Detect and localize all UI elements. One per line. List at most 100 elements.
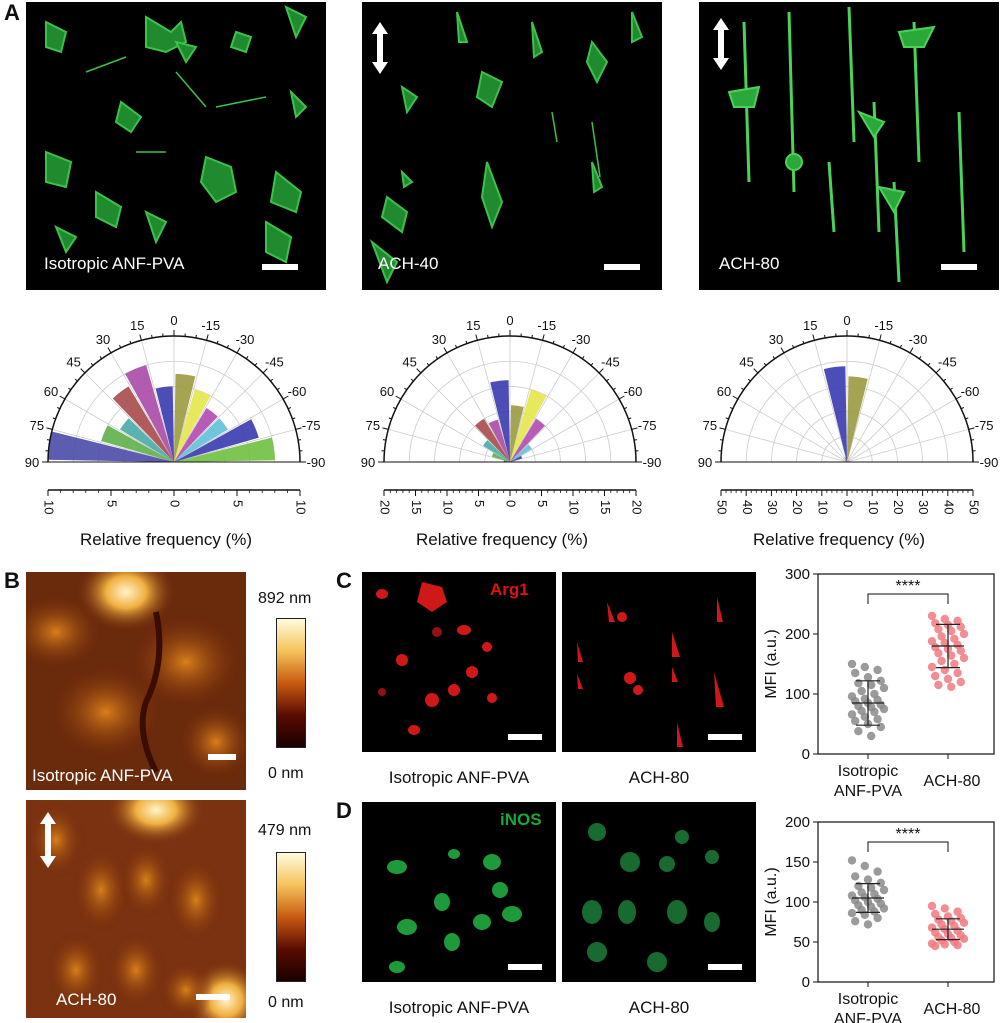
angle-tick: [226, 344, 229, 349]
angle-tick: [927, 362, 931, 366]
image-label: Isotropic ANF-PVA: [44, 254, 185, 273]
angle-tick: [99, 356, 103, 360]
angle-label: -30: [909, 332, 928, 347]
angle-tick: [151, 334, 153, 339]
data-point: [937, 656, 946, 666]
data-point: [854, 727, 863, 736]
data-point: [873, 867, 882, 876]
angle-label: 30: [769, 332, 783, 347]
grid-spoke: [400, 398, 511, 463]
axis-tick-label: 20: [378, 500, 393, 514]
rose-wedge: [174, 407, 218, 462]
angle-tick: [262, 368, 268, 374]
plot-frame: [817, 821, 995, 983]
angle-tick: [270, 378, 274, 382]
rose-wedge: [488, 419, 510, 462]
panel-d-letter: D: [336, 798, 352, 823]
angle-tick: [552, 340, 555, 344]
grid-spoke: [446, 352, 511, 463]
rose-wedge: [474, 418, 510, 462]
angle-tick: [725, 417, 729, 420]
angle-tick: [598, 368, 604, 374]
scale-bar: [196, 994, 230, 1000]
axis-title: Relative frequency (%): [416, 530, 588, 549]
outer-arc: [47, 335, 301, 463]
data-point: [931, 671, 940, 681]
angle-label: 90: [361, 455, 375, 470]
data-point: [931, 941, 940, 951]
axis-tick-label: 20: [630, 500, 645, 514]
data-point: [851, 872, 860, 881]
data-point: [947, 651, 956, 660]
cell-drawing: [369, 11, 644, 285]
data-point: [847, 710, 857, 719]
axis-tick-label: 20: [891, 500, 906, 514]
data-point: [876, 676, 885, 685]
angle-label: -90: [643, 455, 662, 470]
data-point: [867, 731, 876, 741]
angle-label: 15: [130, 318, 144, 333]
angle-tick: [254, 362, 258, 366]
data-point: [927, 662, 937, 672]
angle-tick: [531, 334, 533, 339]
angle-label: -60: [961, 384, 980, 399]
angle-tick: [763, 362, 767, 366]
angle-tick: [899, 344, 902, 349]
data-point: [953, 907, 962, 916]
map-label: ACH-80: [56, 990, 117, 1009]
data-point: [847, 909, 857, 918]
data-point: [863, 920, 873, 929]
x-category-label: Isotropic: [838, 991, 898, 1008]
angle-label: -15: [537, 318, 556, 333]
angle-tick: [388, 417, 392, 420]
data-point: [927, 611, 937, 621]
angle-label: -60: [624, 384, 643, 399]
grid-spoke: [846, 398, 957, 463]
afm-map-ach80: ACH-80: [26, 800, 246, 1018]
data-point: [851, 668, 860, 678]
angle-tick: [475, 334, 478, 341]
axis-tick-label: 5: [231, 500, 246, 507]
angle-label: 45: [66, 355, 80, 370]
grid-spoke: [846, 352, 911, 463]
angle-tick: [812, 334, 815, 341]
rose-wedge: [155, 386, 174, 462]
scale-bar: [508, 964, 542, 970]
grid-spoke: [52, 429, 175, 463]
grid-spoke: [757, 372, 848, 463]
angle-label: -60: [288, 384, 307, 399]
arg1-image-isotropic: Arg1: [362, 572, 556, 752]
data-point: [934, 649, 943, 658]
rose-wedge: [510, 389, 547, 462]
angle-tick: [628, 417, 632, 420]
data-point: [867, 680, 876, 690]
cell-drawing: [582, 823, 720, 972]
x-category-label: ANF-PVA: [834, 1011, 902, 1023]
angle-tick: [74, 378, 78, 382]
angle-tick: [729, 407, 734, 410]
angle-tick: [960, 407, 965, 410]
data-point: [851, 917, 860, 926]
inos-image-ach80: [562, 802, 756, 982]
angle-tick: [395, 395, 402, 400]
data-point: [870, 907, 879, 916]
axis-tick-label: 20: [790, 500, 805, 514]
data-point: [950, 659, 959, 669]
grid-spoke: [173, 352, 238, 463]
data-point: [959, 918, 969, 927]
significance-bracket: [867, 593, 949, 604]
angle-label: 30: [432, 332, 446, 347]
rose-wedge: [101, 425, 174, 462]
angle-label: -30: [236, 332, 255, 347]
data-point: [867, 883, 876, 892]
angle-tick: [572, 347, 577, 354]
axis-tick-label: 50: [715, 500, 730, 514]
angle-label: 15: [466, 318, 480, 333]
grid-spoke: [725, 429, 848, 463]
grid-spoke: [173, 429, 296, 463]
axis-tick-label: 10: [815, 500, 830, 514]
rose-wedge: [112, 386, 174, 462]
data-point: [940, 904, 949, 913]
axis-tick-label: 5: [472, 500, 487, 507]
axis-tick-label: 5: [535, 500, 550, 507]
